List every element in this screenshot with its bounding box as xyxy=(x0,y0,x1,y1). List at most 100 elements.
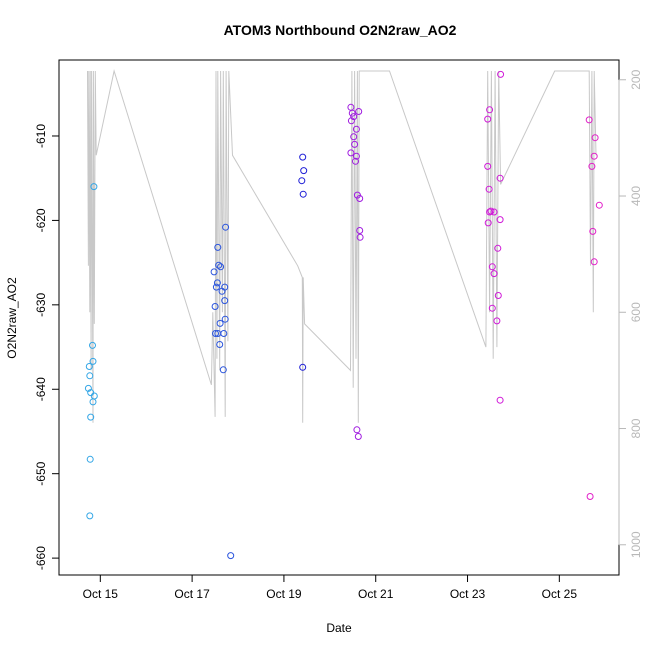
data-point-s1-9 xyxy=(89,398,97,406)
data-point-s5-6 xyxy=(485,185,493,193)
data-point-s6-6 xyxy=(589,227,597,235)
data-point-s3-1 xyxy=(299,153,307,161)
data-point-s4-4 xyxy=(350,113,358,121)
plot-frame xyxy=(58,59,620,576)
data-point-s4-15 xyxy=(356,233,364,241)
data-point-s4-8 xyxy=(351,140,359,148)
y-tick-label: -650 xyxy=(34,461,48,485)
y2-tick-label: 600 xyxy=(629,302,643,322)
x-axis-label: Date xyxy=(326,621,352,635)
data-point-s2-8 xyxy=(213,279,221,287)
y-tick-label: -630 xyxy=(34,293,48,317)
data-points xyxy=(84,70,603,560)
data-point-s4-11 xyxy=(352,157,359,165)
data-point-s4-17 xyxy=(354,433,362,440)
data-point-s2-17 xyxy=(216,341,224,348)
data-point-s5-9 xyxy=(490,208,498,216)
y-tick-label: -610 xyxy=(34,124,48,148)
data-point-s2-19 xyxy=(227,552,235,560)
x-axis: Oct 15 Oct 17 Oct 19 Oct 21 Oct 23 Oct 25 xyxy=(83,574,578,601)
data-point-s1-11 xyxy=(86,455,94,463)
data-point-s2-2 xyxy=(214,243,222,251)
data-point-s5-13 xyxy=(488,263,496,271)
x-tick-label: Oct 21 xyxy=(358,587,394,601)
data-point-s5-8 xyxy=(486,208,494,216)
data-point-s1-10 xyxy=(87,413,95,421)
data-point-s2-5 xyxy=(210,268,218,276)
plot-area xyxy=(58,59,620,576)
data-point-s4-7 xyxy=(350,133,358,141)
data-point-s3-4 xyxy=(299,190,307,198)
y-tick-label: -620 xyxy=(34,208,48,232)
data-point-s2-9 xyxy=(218,287,226,295)
chart-title: ATOM3 Northbound O2N2raw_AO2 xyxy=(224,22,457,38)
data-point-s2-1 xyxy=(222,223,230,231)
data-point-s2-6 xyxy=(212,283,220,291)
data-point-s3-2 xyxy=(300,167,308,175)
data-point-s6-7 xyxy=(590,258,598,266)
data-point-s2-13 xyxy=(216,319,224,327)
data-point-s3-5 xyxy=(299,363,307,371)
data-point-s5-18 xyxy=(496,396,504,404)
data-point-s2-14 xyxy=(212,330,219,337)
data-point-s2-18 xyxy=(219,366,227,374)
y2-tick-label: 800 xyxy=(629,418,643,438)
data-point-s5-3 xyxy=(484,115,492,123)
data-point-s6-1 xyxy=(585,116,593,124)
data-point-s2-3 xyxy=(215,261,223,269)
data-point-s6-2 xyxy=(591,134,599,142)
y-axis: -610 -620 -630 -640 -650 -660 xyxy=(34,124,60,570)
y-tick-label: -640 xyxy=(34,377,48,401)
data-point-s2-4 xyxy=(217,263,225,271)
data-point-s2-10 xyxy=(221,297,229,305)
data-point-s5-10 xyxy=(496,216,504,224)
data-point-s5-17 xyxy=(493,317,501,325)
data-point-s1-2 xyxy=(89,341,96,349)
data-point-s4-9 xyxy=(347,149,355,157)
data-point-s5-11 xyxy=(484,219,492,227)
data-point-s5-12 xyxy=(494,244,502,252)
data-point-s4-2 xyxy=(348,109,356,117)
data-point-s3-3 xyxy=(298,177,306,185)
x-tick-label: Oct 23 xyxy=(450,587,486,601)
data-point-s4-16 xyxy=(353,426,361,434)
data-point-s1-4 xyxy=(85,363,93,370)
data-point-s1-12 xyxy=(86,512,94,520)
data-point-s4-6 xyxy=(352,125,360,133)
data-point-s5-7 xyxy=(487,207,495,215)
data-point-s1-5 xyxy=(86,372,94,380)
data-point-s5-1 xyxy=(497,70,505,78)
x-tick-label: Oct 15 xyxy=(83,587,119,601)
data-point-s5-2 xyxy=(486,106,494,114)
data-point-s5-14 xyxy=(490,270,498,278)
data-point-s4-10 xyxy=(352,152,360,160)
data-point-s1-1 xyxy=(90,183,98,191)
depth-trace-line xyxy=(87,69,597,423)
data-point-s6-5 xyxy=(595,201,603,209)
data-point-s2-16 xyxy=(220,330,228,337)
y2-axis: 200 400 600 800 1000 xyxy=(618,69,643,558)
data-point-s1-3 xyxy=(89,357,97,365)
data-point-s4-14 xyxy=(356,227,364,234)
data-point-s1-6 xyxy=(84,384,92,392)
data-point-s5-15 xyxy=(494,292,502,299)
data-point-s6-4 xyxy=(588,162,596,170)
y2-tick-label: 200 xyxy=(629,69,643,89)
data-point-s4-5 xyxy=(347,117,355,125)
data-point-s5-4 xyxy=(484,162,492,170)
data-point-s2-11 xyxy=(211,303,219,310)
data-point-s4-3 xyxy=(355,108,363,115)
data-point-s5-5 xyxy=(496,174,504,182)
y-tick-label: -660 xyxy=(34,546,48,570)
y-axis-label: O2N2raw_AO2 xyxy=(5,277,19,359)
data-point-s4-13 xyxy=(356,195,364,202)
x-tick-label: Oct 17 xyxy=(174,587,210,601)
data-point-s6-3 xyxy=(590,152,598,160)
data-point-s6-8 xyxy=(586,493,594,500)
y2-tick-label: 1000 xyxy=(629,531,643,558)
x-tick-label: Oct 25 xyxy=(542,587,578,601)
y2-tick-label: 400 xyxy=(629,186,643,206)
x-tick-label: Oct 19 xyxy=(266,587,302,601)
data-point-s2-12 xyxy=(221,315,229,323)
